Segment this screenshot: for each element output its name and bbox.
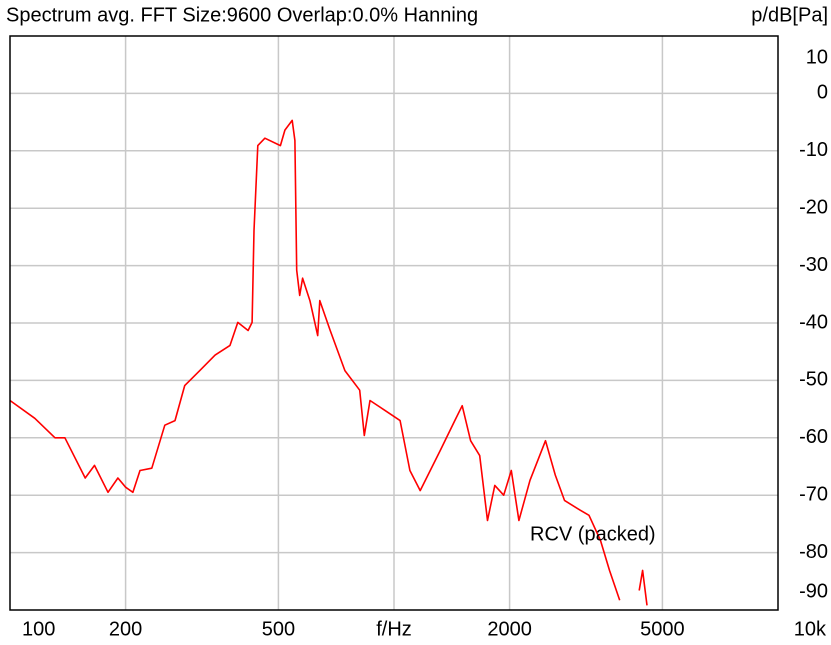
- y-tick-label: 10: [806, 46, 828, 68]
- y-tick-label: -90: [799, 580, 828, 602]
- spectrum-line: [9, 119, 648, 606]
- y-tick-label: -10: [799, 139, 828, 161]
- y-tick-label: -70: [799, 483, 828, 505]
- chart-title: Spectrum avg. FFT Size:9600 Overlap:0.0%…: [6, 4, 478, 26]
- grid: [10, 36, 778, 610]
- y-tick-label: -40: [799, 311, 828, 333]
- x-tick-label: 100: [22, 618, 55, 640]
- plot-frame: [9, 35, 779, 611]
- plot: [9, 119, 648, 606]
- x-tick-label: 2000: [487, 618, 532, 640]
- y-tick-label: 0: [817, 82, 828, 104]
- x-tick-label: 5000: [640, 618, 685, 640]
- x-tick-label: 10k: [794, 618, 827, 640]
- y-axis-label: p/dB[Pa]: [751, 4, 828, 26]
- series-label: RCV (packed): [530, 523, 656, 545]
- y-tick-label: -60: [799, 426, 828, 448]
- y-tick-label: -30: [799, 254, 828, 276]
- x-tick-label: f/Hz: [376, 618, 412, 640]
- y-tick-label: -20: [799, 196, 828, 218]
- x-tick-label: 500: [262, 618, 295, 640]
- x-tick-label: 200: [109, 618, 142, 640]
- y-tick-label: -80: [799, 541, 828, 563]
- y-tick-label: -50: [799, 369, 828, 391]
